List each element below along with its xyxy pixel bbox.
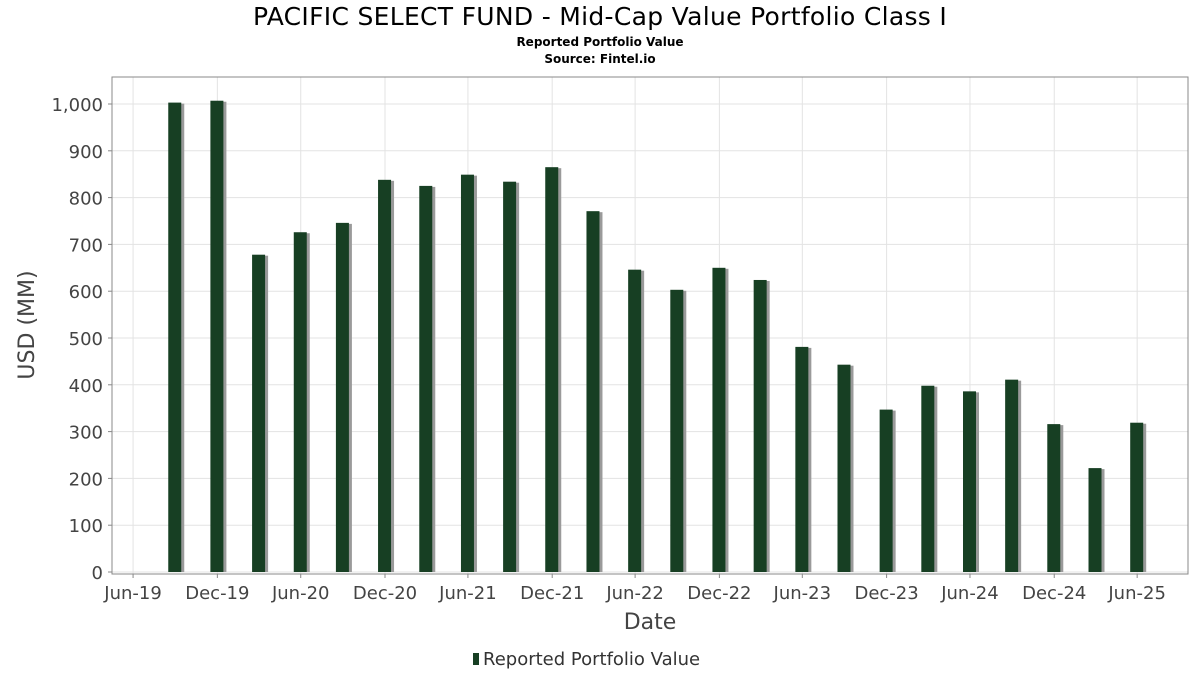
bar: 2023-12-31: 347 (879, 409, 893, 572)
x-tick-label: Jun-24 (940, 583, 999, 604)
bar-series: 2019-09-30: 1003 2019-12-31: 1007 2020-03-… (168, 100, 1147, 573)
bar: 2020-03-31: 678 (252, 254, 266, 573)
y-tick-label: 1,000 (51, 95, 103, 116)
x-tick-label: Jun-23 (773, 583, 832, 604)
bar: 2021-09-30: 834 (503, 181, 517, 573)
bar: 2022-06-30: 646 (628, 269, 642, 572)
bar: 2021-03-31: 825 (419, 185, 433, 572)
x-tick-label: Jun-19 (103, 583, 162, 604)
bar: 2021-06-30: 849 (460, 174, 474, 572)
y-axis: 0 100 200 300 400 500 600 700 800 900 1,000 (51, 95, 112, 584)
bar: 2020-06-30: 726 (293, 232, 307, 572)
y-tick-label: 500 (69, 329, 103, 350)
y-tick-label: 100 (69, 516, 103, 537)
y-tick-label: 200 (69, 469, 103, 490)
x-tick-label: Dec-21 (520, 583, 584, 604)
y-tick-label: 400 (69, 376, 103, 397)
grid-lines (112, 77, 1188, 574)
legend-label: Reported Portfolio Value (483, 649, 700, 670)
bar: 2021-12-31: 865 (545, 167, 559, 572)
x-tick-label: Jun-22 (605, 583, 664, 604)
bar: 2024-12-31: 316 (1047, 424, 1061, 572)
bar: 2023-03-31: 624 (753, 279, 767, 572)
bar: 2025-03-31: 222 (1088, 468, 1102, 572)
x-tick-label: Dec-23 (854, 583, 918, 604)
y-tick-label: 0 (92, 563, 103, 584)
chart-subtitle: Reported Portfolio Value (516, 35, 684, 49)
x-tick-label: Dec-24 (1022, 583, 1086, 604)
bar: 2024-09-30: 411 (1005, 379, 1019, 572)
chart-title: PACIFIC SELECT FUND - Mid-Cap Value Port… (252, 2, 948, 31)
y-tick-label: 600 (69, 282, 103, 303)
x-axis: Jun-19 Dec-19 Jun-20 Dec-20 Jun-21 Dec-21 Jun-… (103, 574, 1166, 604)
bar: 2022-12-31: 650 (712, 267, 726, 572)
legend: Reported Portfolio Value (473, 649, 700, 670)
bar: 2022-09-30: 603 (670, 289, 684, 572)
bar: 2019-12-31: 1007 (210, 100, 224, 572)
bar: 2019-09-30: 1003 (168, 102, 182, 572)
bar: 2023-09-30: 443 (837, 364, 851, 572)
y-tick-label: 900 (69, 142, 103, 163)
bar: 2024-03-31: 398 (921, 385, 935, 572)
y-tick-label: 300 (69, 423, 103, 444)
plot-area (111, 76, 1189, 575)
bar: 2023-06-30: 481 (795, 346, 809, 572)
bar: 2024-06-30: 386 (963, 391, 977, 572)
x-tick-label: Jun-25 (1107, 583, 1166, 604)
bar: 2022-03-31: 771 (586, 211, 600, 572)
bar: 2020-09-30: 746 (335, 222, 349, 572)
legend-swatch (473, 653, 479, 665)
bar: 2020-12-31: 838 (378, 179, 392, 573)
y-axis-label: USD (MM) (15, 270, 40, 379)
x-tick-label: Dec-19 (185, 583, 249, 604)
y-tick-label: 800 (69, 189, 103, 210)
y-tick-label: 700 (69, 235, 103, 256)
x-tick-label: Jun-21 (438, 583, 497, 604)
x-tick-label: Dec-20 (353, 583, 417, 604)
x-tick-label: Dec-22 (687, 583, 751, 604)
x-axis-label: Date (624, 610, 677, 635)
x-tick-label: Jun-20 (271, 583, 330, 604)
chart-source: Source: Fintel.io (544, 52, 656, 66)
bar: 2025-06-30: 319 (1130, 422, 1144, 572)
